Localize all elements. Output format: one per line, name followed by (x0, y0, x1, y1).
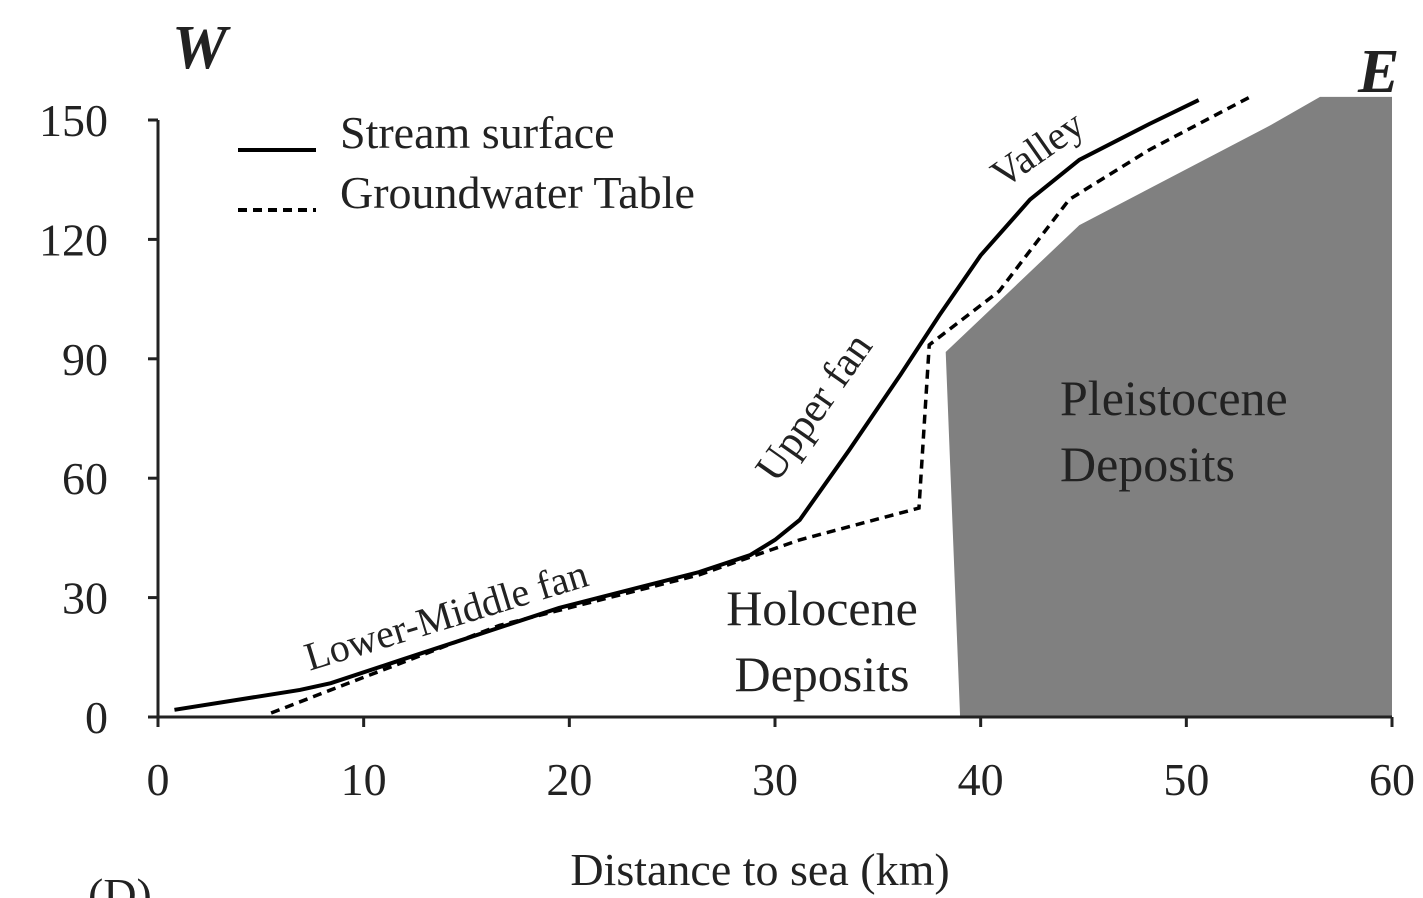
annotation: Lower-Middle fan (299, 551, 593, 680)
pleistocene-region (945, 96, 1392, 717)
x-tick-label: 60 (1369, 754, 1415, 805)
y-tick-label: 60 (62, 453, 108, 504)
annotation: Holocene (726, 580, 918, 636)
annotation: Deposits (735, 646, 910, 702)
annotation: Pleistocene (1060, 370, 1288, 426)
annotation: Deposits (1060, 436, 1235, 492)
y-tick-label: 90 (62, 334, 108, 385)
x-tick-label: 40 (958, 754, 1004, 805)
x-tick-label: 30 (752, 754, 798, 805)
y-tick-label: 0 (85, 692, 108, 743)
y-tick-label: 120 (39, 214, 108, 265)
x-tick-label: 50 (1163, 754, 1209, 805)
annotation: Upper fan (747, 325, 882, 490)
legend-label: Stream surface (340, 107, 615, 158)
x-axis-label: Distance to sea (km) (570, 844, 949, 895)
x-tick-label: 20 (546, 754, 592, 805)
corner-east: E (1357, 38, 1399, 106)
line-series (270, 95, 1251, 715)
annotation: Valley (982, 101, 1092, 196)
corner-west: W (172, 14, 231, 82)
y-tick-label: 150 (39, 95, 108, 146)
legend-label: Groundwater Table (340, 167, 695, 218)
x-tick-label: 0 (147, 754, 170, 805)
panel-label: (D) (88, 869, 152, 898)
line-series (174, 98, 1200, 712)
x-tick-label: 10 (341, 754, 387, 805)
y-tick-label: 30 (62, 573, 108, 624)
